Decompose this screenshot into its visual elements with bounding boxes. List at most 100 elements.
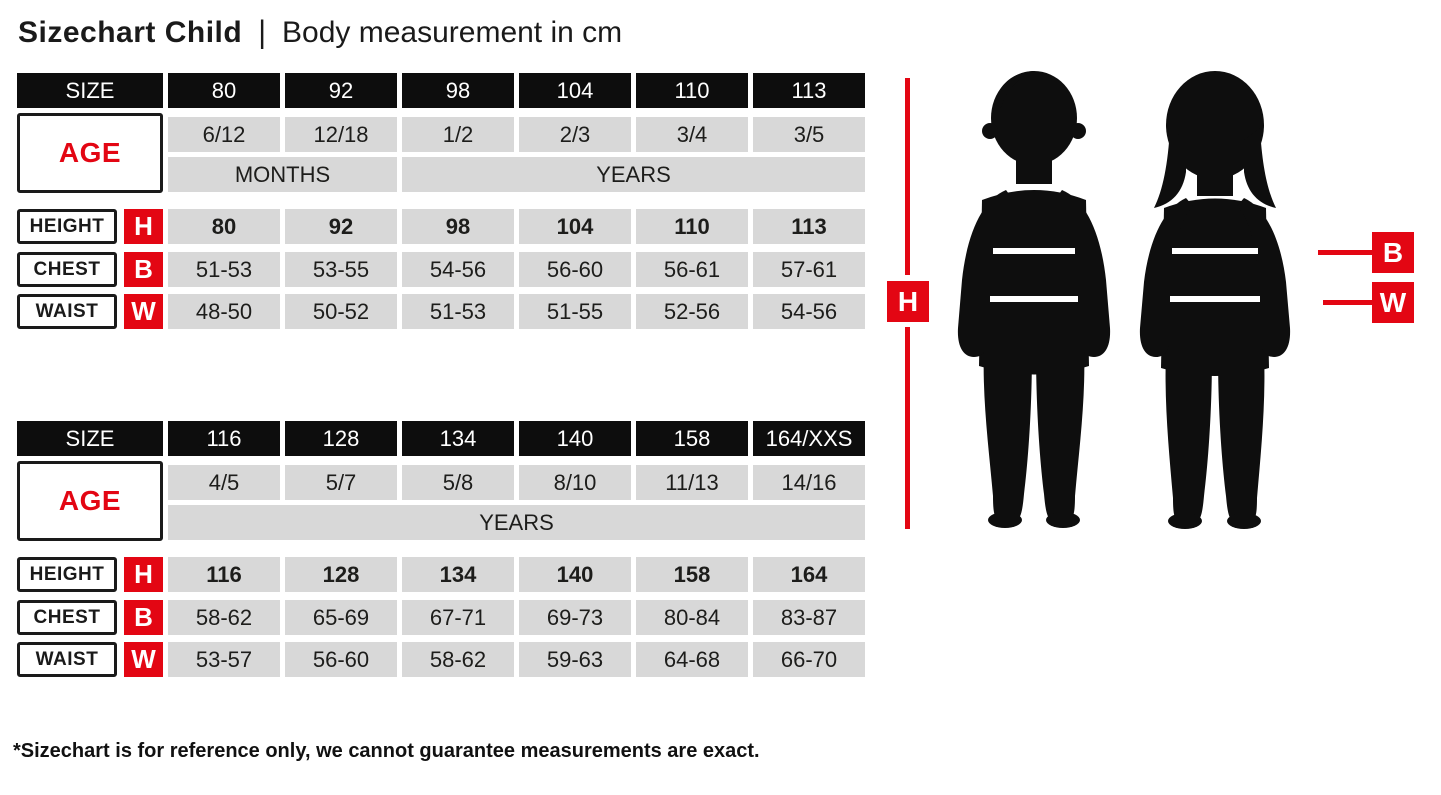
waist-cell: 48-50 bbox=[168, 294, 280, 329]
chest-cell: 69-73 bbox=[519, 600, 631, 635]
size-header-cell: 98 bbox=[402, 73, 514, 108]
chest-abbr-badge: B bbox=[124, 252, 163, 287]
chest-label: CHEST bbox=[17, 252, 117, 287]
title-separator: | bbox=[258, 15, 267, 50]
waist-label: WAIST bbox=[17, 294, 117, 329]
chest-abbr-badge: B bbox=[124, 600, 163, 635]
height-cell: 92 bbox=[285, 209, 397, 244]
height-abbr-badge: H bbox=[124, 557, 163, 592]
age-cell: 6/12 bbox=[168, 117, 280, 152]
height-cell: 158 bbox=[636, 557, 748, 592]
age-cell: 3/5 bbox=[753, 117, 865, 152]
age-cell: 3/4 bbox=[636, 117, 748, 152]
chest-label: CHEST bbox=[17, 600, 117, 635]
waist-label-cell: WAIST W bbox=[17, 294, 163, 329]
table2-waist-row: WAIST W 53-57 56-60 58-62 59-63 64-68 66… bbox=[17, 642, 868, 677]
height-measure-line-top bbox=[905, 78, 910, 275]
chest-label-cell: CHEST B bbox=[17, 252, 163, 287]
height-cell: 113 bbox=[753, 209, 865, 244]
waist-cell: 58-62 bbox=[402, 642, 514, 677]
height-cell: 134 bbox=[402, 557, 514, 592]
height-cell: 104 bbox=[519, 209, 631, 244]
waist-cell: 51-53 bbox=[402, 294, 514, 329]
age-cell: 5/8 bbox=[402, 465, 514, 500]
height-badge: H bbox=[887, 281, 929, 322]
table2-chest-row: CHEST B 58-62 65-69 67-71 69-73 80-84 83… bbox=[17, 600, 868, 635]
size-header-cell: 140 bbox=[519, 421, 631, 456]
waist-cell: 53-57 bbox=[168, 642, 280, 677]
boy-silhouette-icon bbox=[957, 71, 1111, 528]
table1-unit-row: MONTHS YEARS bbox=[17, 157, 868, 192]
chest-cell: 57-61 bbox=[753, 252, 865, 287]
height-cell: 80 bbox=[168, 209, 280, 244]
chest-cell: 83-87 bbox=[753, 600, 865, 635]
unit-group-years: YEARS bbox=[402, 157, 865, 192]
height-label-cell: HEIGHT H bbox=[17, 209, 163, 244]
size-header-cell: 110 bbox=[636, 73, 748, 108]
height-cell: 116 bbox=[168, 557, 280, 592]
height-cell: 164 bbox=[753, 557, 865, 592]
page-title: Sizechart Child | Body measurement in cm bbox=[18, 15, 623, 50]
height-abbr-badge: H bbox=[124, 209, 163, 244]
chest-cell: 56-60 bbox=[519, 252, 631, 287]
girl-silhouette-icon bbox=[1139, 71, 1291, 529]
chest-label-cell: CHEST B bbox=[17, 600, 163, 635]
table1-age-row: 6/12 12/18 1/2 2/3 3/4 3/5 bbox=[17, 117, 868, 152]
height-cell: 110 bbox=[636, 209, 748, 244]
size-header-cell: 164/XXS bbox=[753, 421, 865, 456]
chest-cell: 56-61 bbox=[636, 252, 748, 287]
footnote: *Sizechart is for reference only, we can… bbox=[13, 740, 760, 762]
size-header-cell: 116 bbox=[168, 421, 280, 456]
unit-group-years: YEARS bbox=[168, 505, 865, 540]
title-subtitle: Body measurement in cm bbox=[282, 16, 623, 49]
table1-height-row: HEIGHT H 80 92 98 104 110 113 bbox=[17, 209, 868, 244]
waist-cell: 50-52 bbox=[285, 294, 397, 329]
age-cell: 5/7 bbox=[285, 465, 397, 500]
age-cell: 4/5 bbox=[168, 465, 280, 500]
chest-cell: 65-69 bbox=[285, 600, 397, 635]
size-header-label: SIZE bbox=[17, 421, 163, 456]
chest-cell: 53-55 bbox=[285, 252, 397, 287]
boy-chest-band bbox=[993, 248, 1075, 254]
waist-cell: 52-56 bbox=[636, 294, 748, 329]
size-header-cell: 128 bbox=[285, 421, 397, 456]
waist-cell: 56-60 bbox=[285, 642, 397, 677]
waist-cell: 54-56 bbox=[753, 294, 865, 329]
waist-abbr-badge: W bbox=[124, 642, 163, 677]
chest-cell: 58-62 bbox=[168, 600, 280, 635]
size-header-cell: 104 bbox=[519, 73, 631, 108]
chest-cell: 80-84 bbox=[636, 600, 748, 635]
age-label-box: AGE bbox=[17, 113, 163, 193]
height-cell: 98 bbox=[402, 209, 514, 244]
waist-abbr-badge: W bbox=[124, 294, 163, 329]
height-label-cell: HEIGHT H bbox=[17, 557, 163, 592]
waist-label-cell: WAIST W bbox=[17, 642, 163, 677]
chest-cell: 67-71 bbox=[402, 600, 514, 635]
age-cell: 2/3 bbox=[519, 117, 631, 152]
waist-badge: W bbox=[1372, 282, 1414, 323]
age-cell: 11/13 bbox=[636, 465, 748, 500]
height-label: HEIGHT bbox=[17, 557, 117, 592]
waist-cell: 59-63 bbox=[519, 642, 631, 677]
age-cell: 14/16 bbox=[753, 465, 865, 500]
size-header-cell: 113 bbox=[753, 73, 865, 108]
waist-cell: 66-70 bbox=[753, 642, 865, 677]
chest-cell: 51-53 bbox=[168, 252, 280, 287]
waist-cell: 64-68 bbox=[636, 642, 748, 677]
size-header-label: SIZE bbox=[17, 73, 163, 108]
height-measure-line-bottom bbox=[905, 327, 910, 529]
chest-badge: B bbox=[1372, 232, 1414, 273]
age-cell: 1/2 bbox=[402, 117, 514, 152]
boy-waist-band bbox=[990, 296, 1078, 302]
table2-age-row: 4/5 5/7 5/8 8/10 11/13 14/16 bbox=[17, 465, 868, 500]
height-label: HEIGHT bbox=[17, 209, 117, 244]
table1-size-row: SIZE 80 92 98 104 110 113 bbox=[17, 73, 868, 108]
age-cell: 12/18 bbox=[285, 117, 397, 152]
height-cell: 128 bbox=[285, 557, 397, 592]
table2-size-row: SIZE 116 128 134 140 158 164/XXS bbox=[17, 421, 868, 456]
size-header-cell: 80 bbox=[168, 73, 280, 108]
size-header-cell: 158 bbox=[636, 421, 748, 456]
girl-waist-band bbox=[1170, 296, 1260, 302]
unit-group-months: MONTHS bbox=[168, 157, 397, 192]
